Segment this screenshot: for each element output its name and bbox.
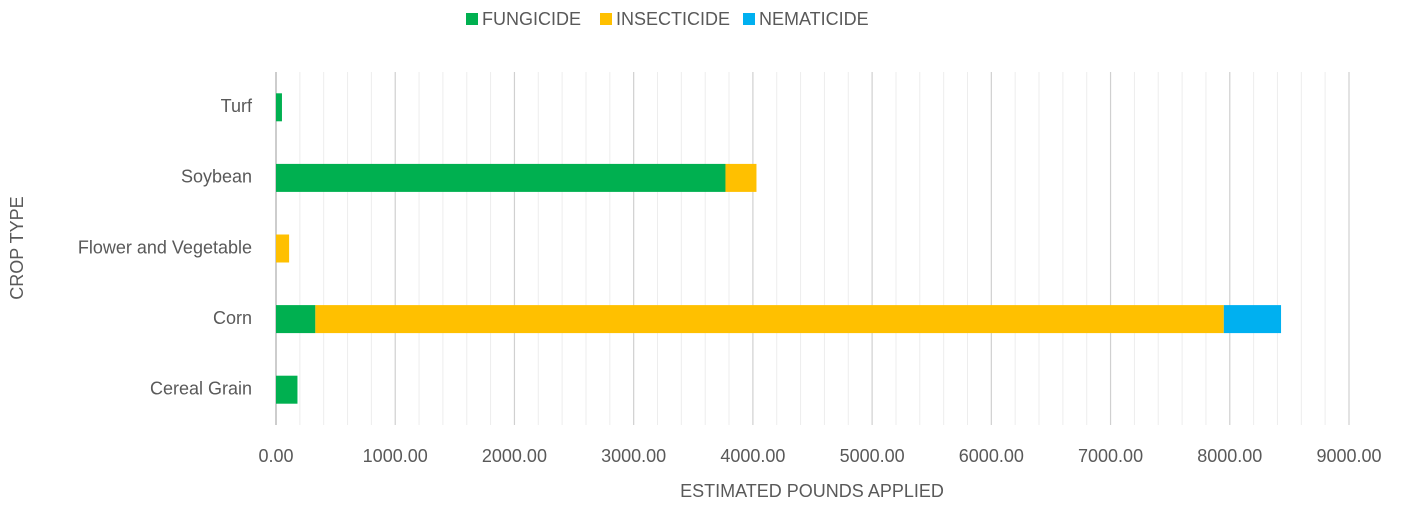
x-tick-label: 0.00	[258, 446, 293, 466]
x-tick-label: 9000.00	[1316, 446, 1381, 466]
bar-segment	[276, 234, 290, 263]
legend-swatch	[466, 13, 478, 25]
x-tick-label: 2000.00	[482, 446, 547, 466]
bar-segment	[1223, 305, 1282, 334]
x-tick-label: 7000.00	[1078, 446, 1143, 466]
y-tick-label: Flower and Vegetable	[78, 237, 252, 257]
legend-label: INSECTICIDE	[616, 9, 730, 29]
y-tick-label: Cereal Grain	[150, 378, 252, 398]
x-tick-label: 1000.00	[363, 446, 428, 466]
bar-segment	[276, 375, 298, 404]
y-tick-label: Corn	[213, 308, 252, 328]
y-tick-label: Soybean	[181, 167, 252, 187]
legend-swatch	[743, 13, 755, 25]
bar-segment	[315, 305, 1224, 334]
x-tick-label: 8000.00	[1197, 446, 1262, 466]
x-tick-label: 3000.00	[601, 446, 666, 466]
bar-segment	[276, 93, 282, 122]
y-tick-label: Turf	[221, 96, 253, 116]
bar-segment	[276, 163, 726, 192]
y-axis-title: CROP TYPE	[7, 196, 27, 299]
legend-swatch	[600, 13, 612, 25]
x-tick-label: 4000.00	[720, 446, 785, 466]
x-axis-title: ESTIMATED POUNDS APPLIED	[680, 481, 944, 501]
legend-label: FUNGICIDE	[482, 9, 581, 29]
x-tick-label: 5000.00	[840, 446, 905, 466]
bar-segment	[276, 305, 316, 334]
legend-label: NEMATICIDE	[759, 9, 869, 29]
x-tick-label: 6000.00	[959, 446, 1024, 466]
bar-segment	[725, 163, 757, 192]
